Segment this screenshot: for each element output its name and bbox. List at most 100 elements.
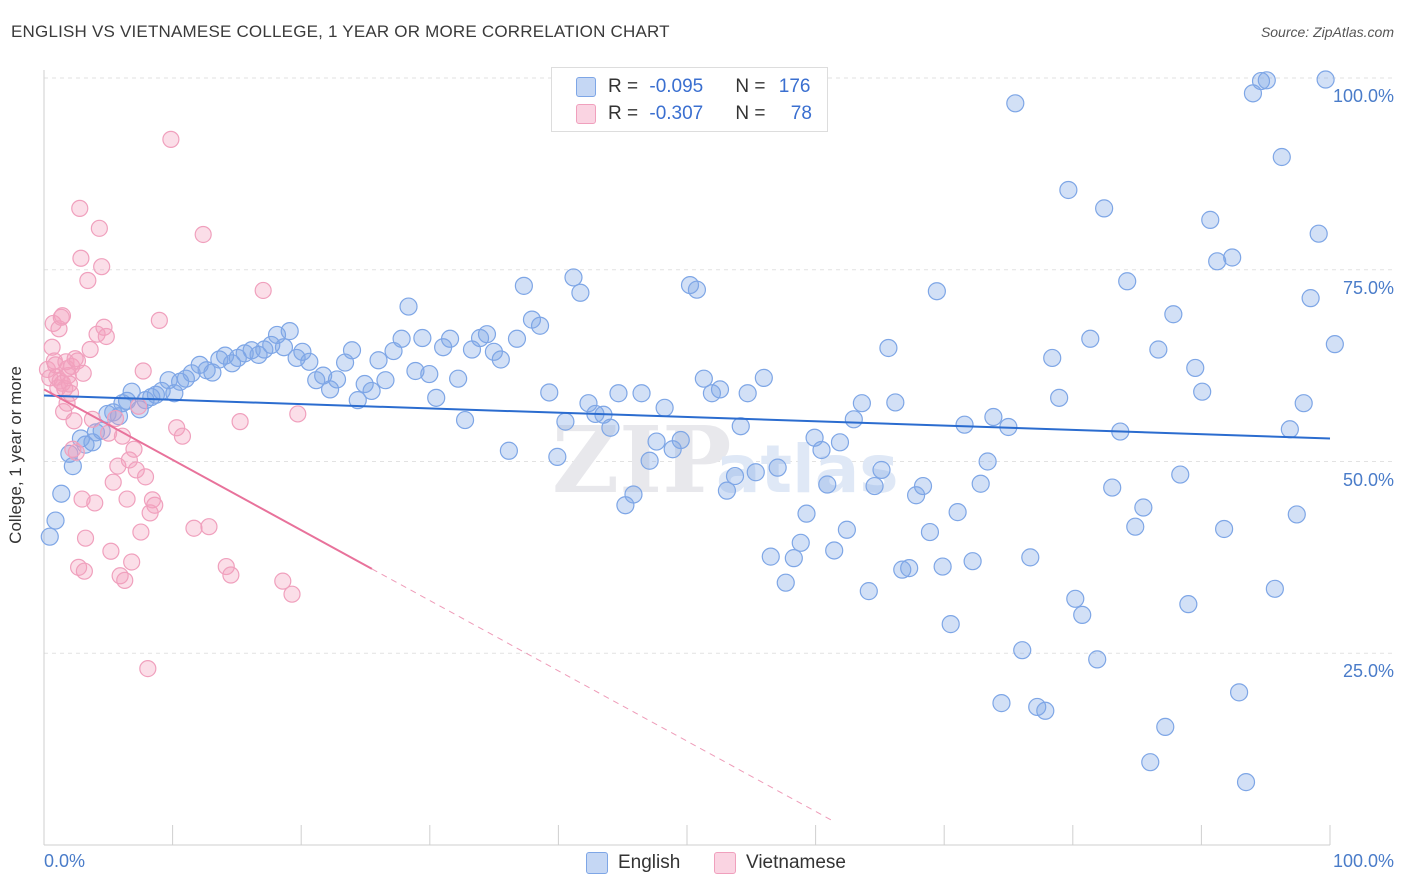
vietnamese-point	[43, 338, 61, 356]
english-point	[725, 466, 745, 486]
legend-row-vietnamese: R = -0.307 N = 78	[576, 101, 812, 127]
english-point	[293, 342, 312, 361]
vietnamese-point	[97, 327, 115, 346]
english-point	[927, 282, 946, 301]
english-point	[609, 384, 628, 403]
vietnamese-point	[86, 494, 104, 512]
english-point	[122, 382, 141, 401]
x-tick-label-min: 0.0%	[44, 851, 86, 871]
english-point	[1251, 71, 1271, 91]
english-point	[963, 552, 982, 571]
english-point	[640, 451, 659, 470]
english-point	[484, 342, 503, 361]
english-point	[754, 368, 773, 387]
english-point	[1126, 517, 1145, 536]
english-point	[1013, 641, 1032, 660]
english-point	[1043, 348, 1062, 368]
source-prefix: Source:	[1260, 24, 1314, 40]
vietnamese-point	[104, 473, 122, 491]
english-point	[440, 329, 460, 348]
english-point	[671, 430, 690, 450]
english-point	[837, 520, 856, 539]
english-legend-swatch	[586, 852, 608, 874]
english-point	[632, 384, 651, 403]
vietnamese-point	[81, 340, 99, 359]
english-point	[1215, 519, 1234, 539]
y-axis-label: College, 1 year or more	[6, 366, 25, 544]
english-point	[449, 369, 468, 388]
vietnamese-legend-label: Vietnamese	[746, 852, 846, 873]
vietnamese-point	[75, 562, 93, 580]
english-point	[784, 549, 803, 568]
english-point	[1208, 252, 1227, 271]
english-point	[1229, 683, 1249, 702]
vietnamese-point	[111, 567, 129, 585]
vietnamese-point	[90, 219, 108, 237]
vietnamese-point	[123, 553, 141, 571]
vietnamese-point	[129, 397, 148, 415]
vietnamese-point	[73, 490, 91, 508]
english-point	[300, 352, 319, 371]
english-point	[548, 447, 567, 466]
english-point	[92, 421, 111, 440]
legend-row-english: R = -0.095 N = 176	[576, 74, 810, 100]
vietnamese-point	[150, 311, 168, 329]
english-point	[1066, 589, 1085, 608]
english-point	[1073, 605, 1092, 625]
english-point	[746, 463, 765, 482]
english-point	[1316, 70, 1335, 89]
vietnamese-point	[60, 375, 78, 393]
english-point	[886, 393, 905, 412]
english-point	[369, 351, 388, 370]
english-point	[1171, 465, 1190, 484]
english-point	[984, 407, 1003, 427]
english-legend-label: English	[618, 852, 681, 873]
series-legend-vietnamese: Vietnamese	[714, 852, 846, 874]
english-point	[1059, 180, 1078, 200]
vietnamese-point	[222, 566, 240, 584]
english-point	[1095, 199, 1114, 218]
vietnamese-point	[274, 572, 292, 590]
vietnamese-trend-extension	[371, 568, 836, 823]
english-point	[900, 559, 919, 578]
english-point	[1081, 329, 1100, 348]
english-n-label: N =	[735, 76, 771, 97]
trend-lines	[43, 388, 1331, 823]
english-point	[601, 418, 620, 437]
english-point	[933, 557, 952, 576]
vietnamese-point	[283, 585, 301, 603]
english-point	[1265, 579, 1284, 598]
english-point	[376, 371, 395, 390]
vietnamese-point	[146, 496, 164, 514]
english-swatch	[576, 77, 596, 97]
english-point	[812, 440, 831, 460]
english-point	[731, 417, 750, 436]
vietnamese-point	[194, 225, 212, 244]
chart-title: ENGLISH VS VIETNAMESE COLLEGE, 1 YEAR OR…	[11, 22, 670, 41]
english-point	[491, 350, 510, 369]
english-point	[647, 432, 666, 451]
english-point	[1257, 71, 1276, 90]
vietnamese-point	[72, 249, 90, 267]
english-point	[791, 533, 810, 552]
english-point	[249, 345, 268, 364]
english-point	[1301, 289, 1320, 308]
vietnamese-point	[136, 468, 155, 486]
english-point	[717, 481, 737, 500]
english-point	[1325, 335, 1344, 354]
english-point	[564, 268, 583, 287]
english-point	[710, 380, 730, 399]
english-point	[348, 391, 367, 410]
vietnamese-point	[74, 364, 92, 382]
english-point	[420, 364, 439, 384]
english-point	[1193, 382, 1212, 401]
vietnamese-point	[289, 405, 307, 423]
english-point	[355, 374, 374, 394]
english-point	[1141, 753, 1160, 772]
vietnamese-r-value: -0.307	[649, 103, 704, 124]
vietnamese-n-value: 78	[790, 103, 812, 124]
english-point	[455, 410, 475, 430]
vietnamese-point	[66, 350, 84, 368]
vietnamese-point	[120, 451, 138, 469]
english-point	[499, 441, 518, 460]
